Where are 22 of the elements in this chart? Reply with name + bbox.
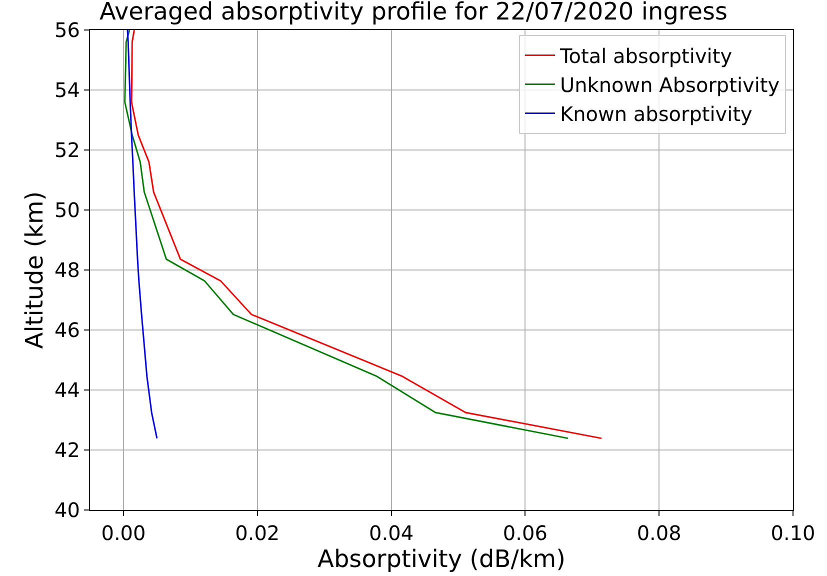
legend-label: Known absorptivity <box>560 102 753 126</box>
x-axis-title: Absorptivity (dB/km) <box>318 545 566 573</box>
y-tick-label: 48 <box>54 258 80 282</box>
chart-title: Averaged absorptivity profile for 22/07/2020 ingress <box>99 0 728 26</box>
y-tick-label: 40 <box>54 498 80 522</box>
x-tick-label: 0.08 <box>636 521 682 545</box>
y-tick-label: 46 <box>54 318 80 342</box>
line-series <box>126 30 158 440</box>
legend-label: Total absorptivity <box>558 44 732 68</box>
y-tick-label: 44 <box>54 378 80 402</box>
y-tick-label: 42 <box>54 438 80 462</box>
legend-label: Unknown Absorptivity <box>560 73 780 98</box>
y-tick-label: 52 <box>54 138 80 162</box>
y-tick-label: 56 <box>54 18 80 42</box>
x-tick-label: 0.04 <box>369 521 414 545</box>
y-tick-label: 50 <box>54 198 80 222</box>
y-axis-title: Altitude (km) <box>20 191 49 349</box>
x-tick-label: 0.06 <box>502 521 548 545</box>
x-tick-label: 0.10 <box>770 521 816 545</box>
x-tick-label: 0.00 <box>101 521 146 545</box>
y-tick-label: 54 <box>54 78 80 102</box>
x-tick-label: 0.02 <box>235 521 280 545</box>
